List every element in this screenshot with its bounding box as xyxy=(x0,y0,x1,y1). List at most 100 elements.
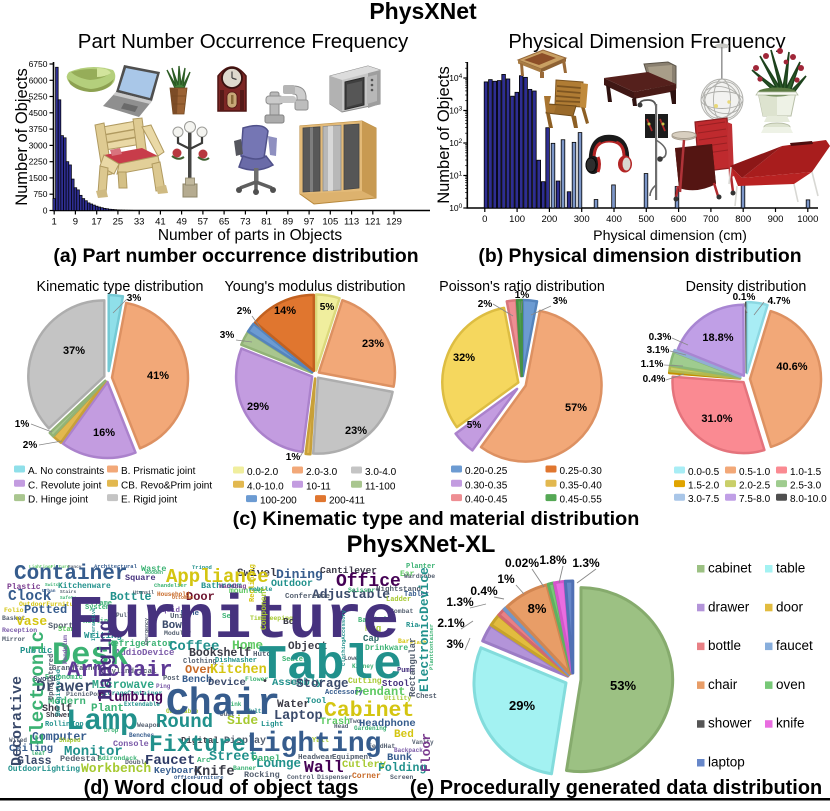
svg-text:25: 25 xyxy=(113,217,124,228)
svg-text:Hanging: Hanging xyxy=(95,620,117,700)
svg-text:3%: 3% xyxy=(127,293,142,304)
svg-text:chair: chair xyxy=(708,677,738,692)
svg-text:Physical dimension (cm): Physical dimension (cm) xyxy=(593,228,747,244)
svg-text:bottle: bottle xyxy=(708,638,741,653)
svg-text:900: 900 xyxy=(768,214,784,225)
svg-text:B. Prismatic joint: B. Prismatic joint xyxy=(121,466,196,477)
svg-text:cabinet: cabinet xyxy=(708,561,752,576)
svg-text:Emergency: Emergency xyxy=(144,618,150,645)
svg-text:1.0-1.5: 1.0-1.5 xyxy=(790,467,822,478)
svg-text:33: 33 xyxy=(134,217,145,228)
svg-text:41%: 41% xyxy=(147,370,169,382)
svg-text:Corner: Corner xyxy=(352,772,381,781)
svg-text:40.6%: 40.6% xyxy=(776,361,807,373)
svg-text:0.0-2.0: 0.0-2.0 xyxy=(247,467,279,478)
svg-text:oven: oven xyxy=(776,677,805,692)
svg-text:Screen: Screen xyxy=(390,774,414,781)
svg-text:Number of Objects: Number of Objects xyxy=(435,66,453,204)
svg-text:49: 49 xyxy=(176,217,187,228)
svg-text:0.5-1.0: 0.5-1.0 xyxy=(739,467,771,478)
svg-text:1.3%: 1.3% xyxy=(572,556,600,570)
svg-text:16%: 16% xyxy=(93,427,115,439)
svg-text:10-11: 10-11 xyxy=(306,481,331,492)
svg-text:4.7%: 4.7% xyxy=(768,296,791,307)
svg-text:0.40-0.45: 0.40-0.45 xyxy=(465,495,508,506)
svg-text:table: table xyxy=(776,561,805,576)
svg-text:Square: Square xyxy=(125,573,156,583)
svg-text:Unregistered: Unregistered xyxy=(55,669,62,716)
svg-text:32%: 32% xyxy=(453,352,475,364)
svg-text:29%: 29% xyxy=(247,401,269,413)
svg-text:121: 121 xyxy=(365,217,381,228)
svg-text:5%: 5% xyxy=(467,420,482,431)
svg-text:Bed: Bed xyxy=(394,729,414,741)
svg-text:105: 105 xyxy=(322,217,338,228)
svg-text:Reclining: Reclining xyxy=(249,564,257,602)
svg-text:0.25-0.30: 0.25-0.30 xyxy=(560,466,603,477)
svg-text:2%: 2% xyxy=(23,440,38,451)
svg-text:500: 500 xyxy=(638,214,654,225)
svg-text:5250: 5250 xyxy=(29,92,48,102)
svg-text:Fixture: Fixture xyxy=(149,732,246,758)
svg-text:89: 89 xyxy=(283,217,294,228)
svg-text:29%: 29% xyxy=(509,698,535,713)
svg-text:2250: 2250 xyxy=(29,157,48,167)
svg-text:laptop: laptop xyxy=(708,755,745,770)
svg-text:Workbench: Workbench xyxy=(81,761,151,776)
svg-text:0.30-0.35: 0.30-0.35 xyxy=(465,480,508,491)
svg-text:1%: 1% xyxy=(15,419,30,430)
svg-text:97: 97 xyxy=(304,217,315,228)
svg-text:0: 0 xyxy=(43,206,48,216)
svg-text:Switch: Switch xyxy=(45,582,62,588)
svg-text:0.45-0.55: 0.45-0.55 xyxy=(560,495,603,506)
svg-text:129: 129 xyxy=(386,217,402,228)
svg-text:Pendulum: Pendulum xyxy=(62,635,69,664)
svg-text:300: 300 xyxy=(574,214,590,225)
svg-text:0.02%: 0.02% xyxy=(505,556,539,570)
svg-text:drawer: drawer xyxy=(708,599,750,614)
svg-text:Chest: Chest xyxy=(416,693,437,701)
svg-text:3.0-4.0: 3.0-4.0 xyxy=(365,467,397,478)
svg-text:Interactive: Interactive xyxy=(91,608,97,641)
svg-text:0.0-0.5: 0.0-0.5 xyxy=(688,467,720,478)
svg-text:Component: Component xyxy=(260,587,269,630)
svg-text:shower: shower xyxy=(708,716,752,731)
svg-text:Folio: Folio xyxy=(4,607,24,614)
svg-text:41: 41 xyxy=(155,217,166,228)
svg-text:400: 400 xyxy=(606,214,622,225)
svg-text:1.5-2.0: 1.5-2.0 xyxy=(688,481,720,492)
svg-text:1%: 1% xyxy=(286,452,301,463)
svg-text:4500: 4500 xyxy=(29,108,48,118)
svg-text:53%: 53% xyxy=(610,678,636,693)
svg-text:OfficeFurniture: OfficeFurniture xyxy=(174,774,224,781)
svg-text:CB. Revo&Prim joint: CB. Revo&Prim joint xyxy=(121,480,212,491)
svg-text:PhysXNet-XL: PhysXNet-XL xyxy=(347,532,496,558)
svg-text:Weapon: Weapon xyxy=(137,722,161,729)
svg-text:3%: 3% xyxy=(446,637,464,651)
svg-text:1: 1 xyxy=(52,217,57,228)
svg-text:PhysXNet: PhysXNet xyxy=(369,0,477,24)
svg-text:Young's modulus distribution: Young's modulus distribution xyxy=(224,279,405,295)
svg-text:14%: 14% xyxy=(274,305,296,317)
svg-text:2%: 2% xyxy=(478,299,493,310)
svg-text:Decorative: Decorative xyxy=(9,676,26,766)
svg-text:1.8%: 1.8% xyxy=(539,553,567,567)
svg-text:0: 0 xyxy=(482,214,487,225)
svg-text:2.5-3.0: 2.5-3.0 xyxy=(790,481,822,492)
svg-text:Part Number Occurrence Frequen: Part Number Occurrence Frequency xyxy=(78,30,409,53)
svg-text:8.0-10.0: 8.0-10.0 xyxy=(790,494,827,505)
svg-text:Kinematic type distribution: Kinematic type distribution xyxy=(37,279,204,295)
svg-text:Physical Dimension Frequency: Physical Dimension Frequency xyxy=(508,31,786,53)
svg-text:6750: 6750 xyxy=(29,59,48,69)
svg-text:700: 700 xyxy=(703,214,719,225)
svg-text:2.0-2.5: 2.0-2.5 xyxy=(739,481,771,492)
svg-text:Rocking: Rocking xyxy=(244,770,280,780)
svg-text:Urban: Urban xyxy=(42,588,56,594)
svg-text:800: 800 xyxy=(735,214,751,225)
svg-text:faucet: faucet xyxy=(776,638,813,653)
svg-text:200: 200 xyxy=(541,214,557,225)
svg-text:1000: 1000 xyxy=(797,214,818,225)
svg-text:A. No constraints: A. No constraints xyxy=(28,466,104,477)
svg-text:2%: 2% xyxy=(237,306,252,317)
svg-text:0.20-0.25: 0.20-0.25 xyxy=(465,466,508,477)
